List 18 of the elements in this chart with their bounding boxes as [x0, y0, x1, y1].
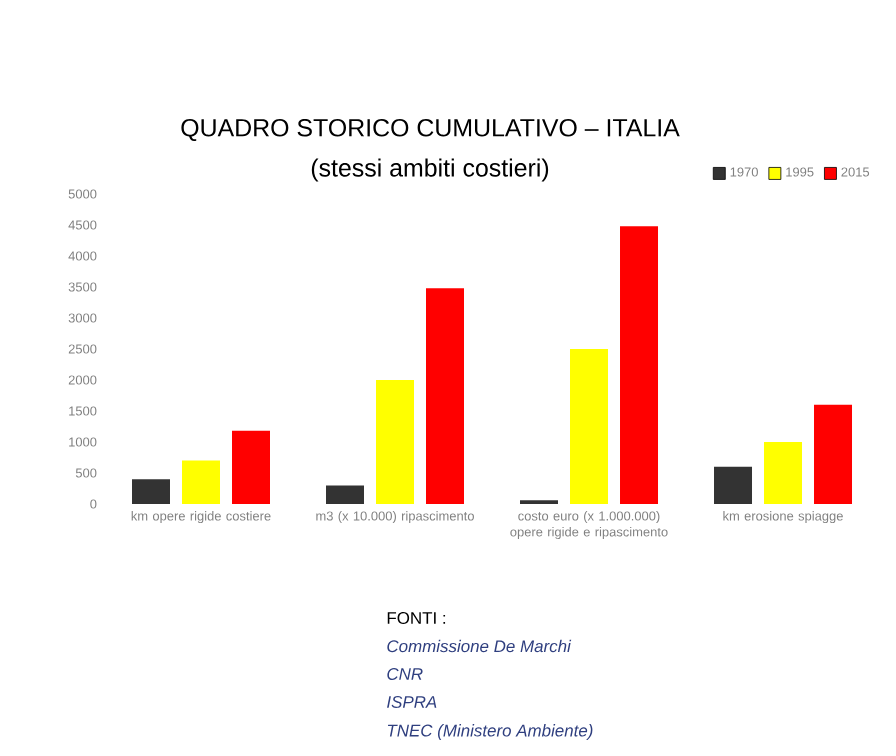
bar — [232, 430, 270, 505]
bar — [714, 466, 753, 505]
bar — [182, 460, 220, 505]
text: CNR — [387, 668, 423, 680]
text: FONTI : — [387, 612, 446, 624]
text: TNEC (Ministero Ambiente) — [387, 724, 593, 740]
text: ISPRA — [387, 696, 437, 708]
bar — [764, 442, 803, 505]
bar — [426, 288, 464, 505]
bar — [620, 226, 659, 505]
bar — [132, 479, 170, 505]
bar — [570, 349, 609, 505]
chart-subtitle: (stessi ambiti costieri) — [311, 158, 549, 182]
chart-title: QUADRO STORICO CUMULATIVO – ITALIA — [181, 118, 680, 142]
bar — [326, 485, 364, 505]
text: Commissione De Marchi — [387, 639, 572, 653]
bar — [814, 404, 853, 505]
bar — [376, 380, 414, 505]
